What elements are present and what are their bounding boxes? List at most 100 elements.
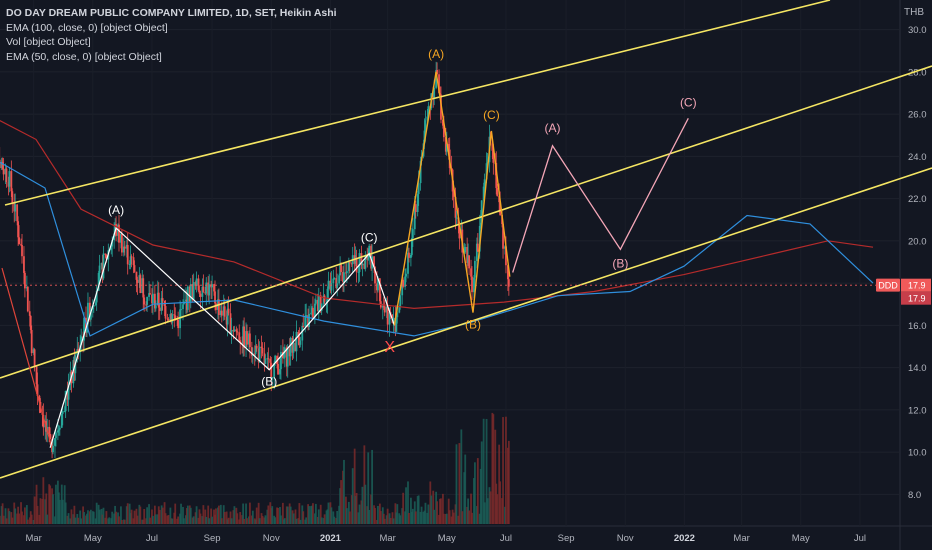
- candle-body: [174, 315, 177, 320]
- candle-body: [401, 279, 404, 296]
- candle-body: [185, 299, 188, 310]
- candle-body: [194, 282, 197, 286]
- volume-bar: [76, 513, 79, 524]
- volume-bar: [440, 498, 442, 524]
- volume-bar: [69, 518, 72, 524]
- candle-body: [20, 244, 22, 246]
- candle-body: [4, 168, 7, 175]
- candle-body: [146, 296, 149, 305]
- price-tag-label: 17.9: [908, 281, 926, 291]
- volume-bar: [100, 508, 103, 524]
- candle-body: [85, 317, 87, 333]
- volume-bar: [340, 480, 342, 524]
- currency-label[interactable]: THB: [904, 7, 924, 18]
- volume-bar: [211, 516, 213, 524]
- candle-body: [470, 268, 472, 277]
- volume-bar: [339, 488, 342, 524]
- candle-body: [398, 306, 401, 313]
- price-tick-label: 28.0: [908, 67, 927, 78]
- candle-body: [444, 137, 447, 152]
- volume-bar: [398, 513, 401, 524]
- volume-bar: [470, 493, 472, 524]
- volume-bar: [33, 496, 36, 524]
- volume-bar: [52, 494, 54, 524]
- volume-bar: [427, 504, 430, 524]
- candle-body: [13, 203, 16, 212]
- volume-bar: [385, 515, 388, 524]
- price-tick-label: 24.0: [908, 152, 927, 163]
- candle-body: [436, 69, 438, 75]
- candle-body: [153, 293, 156, 309]
- volume-bar: [361, 486, 364, 524]
- volume-bar: [79, 510, 82, 524]
- time-tick-label: May: [84, 533, 102, 544]
- volume-bar: [388, 513, 391, 524]
- candle-body: [16, 204, 19, 222]
- volume-bar: [4, 508, 7, 524]
- candle-body: [61, 411, 64, 414]
- volume-bar: [474, 462, 476, 524]
- candle-body: [198, 290, 201, 294]
- candle-body: [414, 204, 417, 212]
- volume-bar: [107, 518, 110, 524]
- indicator-ema50[interactable]: EMA (50, close, 0) [object Object]: [6, 50, 162, 63]
- candle-body: [468, 255, 470, 269]
- candle-body: [388, 312, 391, 325]
- candle-body: [277, 364, 279, 375]
- candle-body: [466, 246, 469, 263]
- volume-bar: [163, 502, 166, 524]
- candle-body: [182, 304, 184, 310]
- candle-body: [29, 315, 32, 330]
- volume-bar: [298, 503, 301, 524]
- candle-body: [307, 315, 310, 328]
- candle-body: [435, 69, 438, 88]
- volume-bar: [395, 512, 398, 524]
- candle-body: [492, 150, 495, 163]
- candle-body: [479, 222, 482, 226]
- volume-bar: [199, 513, 202, 524]
- candle-body: [195, 278, 198, 286]
- candle-body: [301, 325, 304, 341]
- volume-bar: [0, 506, 3, 524]
- volume-bar: [274, 517, 277, 524]
- candle-body: [54, 438, 56, 446]
- volume-bar: [430, 495, 433, 524]
- wave-orange-line: [393, 71, 511, 326]
- price-tick-label: 30.0: [908, 25, 927, 36]
- candle-body: [89, 309, 92, 320]
- candle-body: [411, 229, 414, 239]
- candle-body: [230, 329, 233, 335]
- volume-bar: [478, 513, 481, 524]
- price-tag-2-label: 17.9: [908, 294, 926, 304]
- candle-body: [238, 332, 241, 341]
- volume-bar: [108, 517, 111, 524]
- volume-bar: [25, 505, 28, 524]
- candle-body: [330, 283, 333, 291]
- candle-body: [214, 291, 216, 304]
- candle-body: [399, 295, 402, 307]
- volume-bar: [249, 502, 251, 524]
- candle-body: [145, 304, 148, 306]
- volume-bar: [308, 506, 310, 524]
- volume-bar: [83, 512, 85, 524]
- volume-bar: [225, 511, 228, 524]
- wave-label-white: (C): [361, 230, 378, 244]
- volume-bar: [151, 509, 153, 524]
- volume-bar: [36, 505, 39, 524]
- channel-line-1: [4, 0, 831, 206]
- volume-bar: [338, 505, 341, 524]
- candle-body: [225, 316, 228, 325]
- candle-body: [105, 254, 108, 260]
- candle-body: [167, 319, 170, 321]
- candle-body: [332, 278, 335, 284]
- indicator-volume[interactable]: Vol [object Object]: [6, 36, 91, 49]
- volume-bar: [210, 508, 213, 524]
- candle-body: [404, 276, 406, 287]
- candle-body: [442, 119, 444, 126]
- indicator-ema100[interactable]: EMA (100, close, 0) [object Object]: [6, 21, 168, 34]
- candle-body: [266, 358, 269, 360]
- price-tick-label: 22.0: [908, 194, 927, 205]
- volume-bar: [73, 505, 76, 524]
- time-tick-label: Jul: [500, 533, 512, 544]
